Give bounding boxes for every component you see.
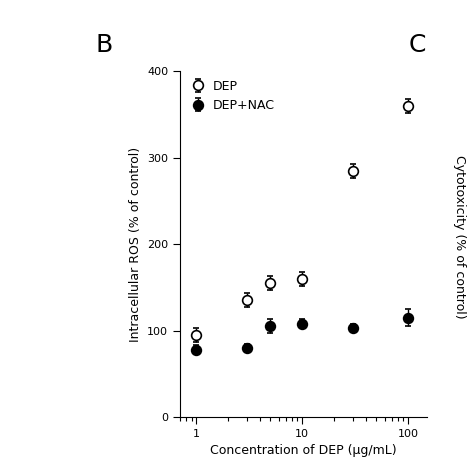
X-axis label: Concentration of DEP (μg/mL): Concentration of DEP (μg/mL) [210,445,397,457]
Text: B: B [96,33,113,57]
Text: Cytotoxicity (% of control): Cytotoxicity (% of control) [453,155,466,319]
Text: C: C [409,33,426,57]
Y-axis label: Intracellular ROS (% of control): Intracellular ROS (% of control) [128,146,142,342]
Legend: DEP, DEP+NAC: DEP, DEP+NAC [186,77,277,115]
